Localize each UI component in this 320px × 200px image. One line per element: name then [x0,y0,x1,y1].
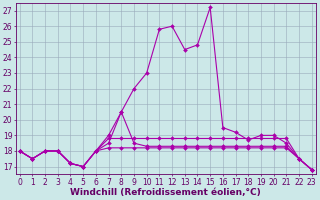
X-axis label: Windchill (Refroidissement éolien,°C): Windchill (Refroidissement éolien,°C) [70,188,261,197]
